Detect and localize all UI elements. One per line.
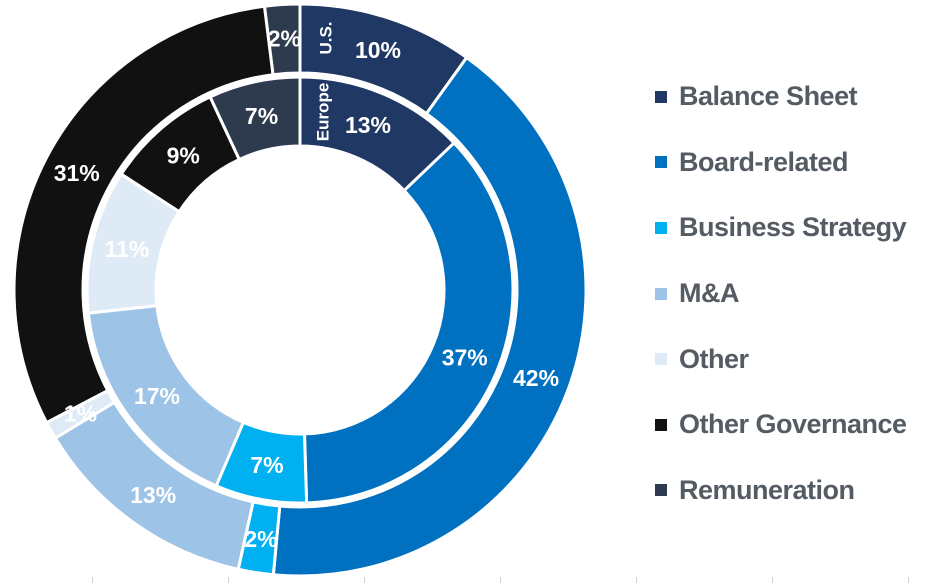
- outer-label-business-strategy: 2%: [244, 526, 277, 552]
- inner-ring-europe: [85, 75, 515, 505]
- legend-swatch: [655, 484, 667, 497]
- inner-slice-remuneration: [208, 75, 302, 162]
- inner-label-other: 11%: [104, 236, 149, 262]
- legend-label: Other: [679, 343, 749, 374]
- inner-label-balance-sheet: 13%: [345, 112, 391, 138]
- legend-swatch: [655, 418, 667, 431]
- inner-label-board-related: 37%: [442, 344, 488, 370]
- legend-item-other-governance: Other Governance: [655, 392, 940, 458]
- outer-label-board-related: 42%: [513, 365, 559, 391]
- legend-item-remuneration: Remuneration: [655, 458, 940, 524]
- legend-label: Other Governance: [679, 409, 907, 440]
- outer-slice-remuneration: [262, 2, 302, 77]
- inner-label-business-strategy: 7%: [250, 452, 283, 478]
- inner-label-remuneration: 7%: [245, 103, 278, 129]
- legend-item-business-strategy: Business Strategy: [655, 195, 940, 261]
- outer-slice-other-governance: [12, 4, 275, 425]
- legend-label: Balance Sheet: [679, 81, 858, 112]
- inner-label-m-a: 17%: [134, 383, 180, 409]
- outer-label-m-a: 13%: [130, 482, 176, 508]
- legend-item-board-related: Board-related: [655, 130, 940, 196]
- axis-ticks: [0, 577, 944, 585]
- data-labels: 10% 42% 2% 13% 1% 31% 2% 13% 37% 7% 17% 11% 9% 7%: [54, 25, 559, 551]
- legend-item-balance-sheet: Balance Sheet: [655, 64, 940, 130]
- inner-slice-board-related: [302, 140, 515, 505]
- axis-tick: [500, 577, 501, 583]
- outer-ring-us: [12, 2, 588, 578]
- legend-swatch: [655, 156, 667, 169]
- inner-label-other-governance: 9%: [167, 143, 200, 169]
- outer-label-other-governance: 31%: [54, 160, 100, 186]
- legend-item-m-and-a: M&A: [655, 261, 940, 327]
- legend-label: Remuneration: [679, 474, 855, 505]
- legend-swatch: [655, 287, 667, 300]
- axis-tick: [908, 577, 909, 583]
- outer-label-remuneration: 2%: [268, 25, 301, 51]
- legend-label: Board-related: [679, 146, 849, 177]
- ring-label-europe: Europe: [314, 83, 333, 142]
- legend-item-other: Other: [655, 326, 940, 392]
- outer-label-other: 1%: [64, 401, 97, 427]
- legend-swatch: [655, 221, 667, 234]
- legend-label: Business Strategy: [679, 212, 907, 243]
- outer-label-balance-sheet: 10%: [355, 37, 401, 63]
- legend-swatch: [655, 353, 667, 366]
- legend: Balance Sheet Board-related Business Str…: [655, 64, 940, 523]
- ring-label-us: U.S.: [317, 21, 336, 54]
- axis-tick: [772, 577, 773, 583]
- outer-slice-board-related: [271, 55, 588, 578]
- axis-tick: [636, 577, 637, 583]
- axis-tick: [364, 577, 365, 583]
- axis-tick: [228, 577, 229, 583]
- legend-label: M&A: [679, 278, 740, 309]
- axis-tick: [92, 577, 93, 583]
- legend-swatch: [655, 90, 667, 103]
